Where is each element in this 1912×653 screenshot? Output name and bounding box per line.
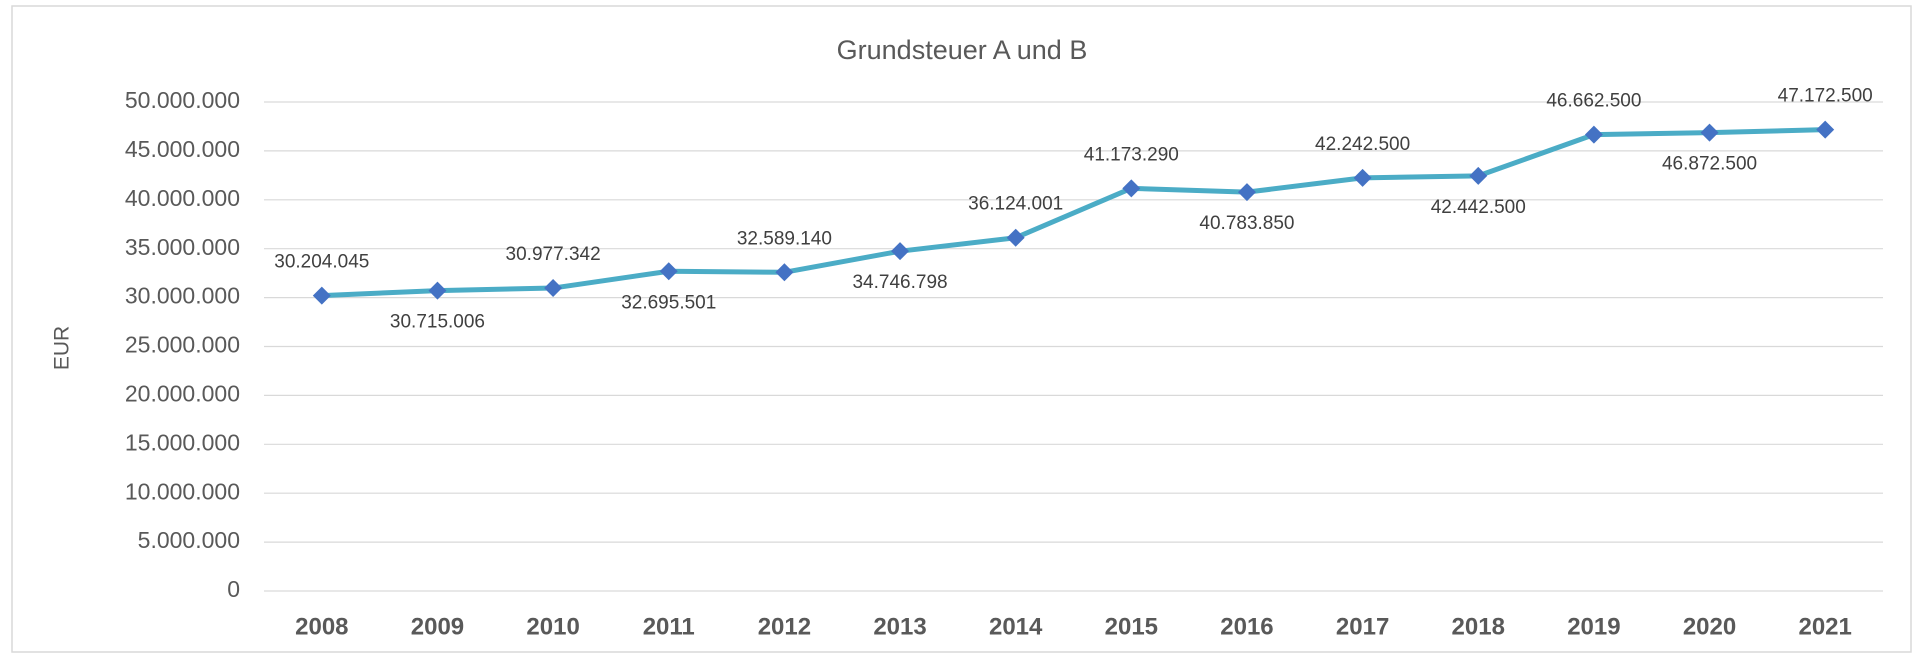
marker (544, 279, 563, 298)
y-tick-label: 0 (227, 576, 240, 602)
y-tick-label: 45.000.000 (125, 136, 240, 162)
marker (1584, 125, 1603, 144)
data-label: 47.172.500 (1778, 86, 1873, 107)
x-tick-label: 2021 (1798, 613, 1851, 640)
x-tick-label: 2020 (1683, 613, 1736, 640)
marker (1122, 179, 1141, 198)
y-tick-label: 40.000.000 (125, 185, 240, 211)
x-tick-label: 2010 (526, 613, 579, 640)
x-tick-label: 2009 (411, 613, 464, 640)
marker (891, 242, 910, 261)
y-tick-label: 15.000.000 (125, 429, 240, 455)
marker (1006, 228, 1025, 247)
y-tick-label: 20.000.000 (125, 380, 240, 406)
chart-frame (11, 5, 1912, 653)
data-label: 42.242.500 (1315, 134, 1410, 155)
data-label: 46.662.500 (1546, 91, 1641, 112)
y-tick-label: 35.000.000 (125, 234, 240, 260)
data-label: 34.746.798 (852, 272, 947, 293)
data-label: 32.589.140 (737, 228, 832, 249)
y-tick-label: 30.000.000 (125, 283, 240, 309)
x-tick-label: 2014 (989, 613, 1043, 640)
marker (1469, 166, 1488, 185)
x-tick-label: 2011 (643, 613, 695, 640)
y-axis-label: EUR (51, 326, 74, 370)
x-tick-label: 2015 (1105, 613, 1158, 640)
x-tick-label: 2008 (295, 613, 348, 640)
y-tick-label: 50.000.000 (125, 87, 240, 113)
marker (1816, 120, 1835, 139)
data-label: 30.715.006 (390, 312, 485, 333)
line (321, 127, 1826, 299)
y-tick-label: 10.000.000 (125, 478, 240, 504)
x-tick-label: 2012 (758, 613, 811, 640)
data-label: 32.695.501 (621, 292, 716, 313)
y-tick-label: 5.000.000 (138, 527, 240, 553)
data-label: 41.173.290 (1084, 144, 1179, 165)
x-tick-label: 2017 (1336, 613, 1389, 640)
marker (1700, 123, 1719, 142)
marker (428, 281, 447, 300)
y-tick-label: 25.000.000 (125, 332, 240, 358)
marker (312, 286, 331, 305)
data-label: 42.442.500 (1431, 197, 1526, 218)
marker (659, 262, 678, 281)
x-tick-label: 2019 (1567, 613, 1620, 640)
marker (1353, 168, 1372, 187)
data-label: 36.124.001 (968, 194, 1063, 215)
x-tick-label: 2016 (1220, 613, 1273, 640)
data-label: 30.204.045 (274, 252, 369, 273)
data-label: 40.783.850 (1199, 213, 1294, 234)
marker (775, 263, 794, 282)
chart-title: Grundsteuer A und B (837, 35, 1088, 65)
data-label: 30.977.342 (506, 244, 601, 265)
x-tick-label: 2013 (873, 613, 926, 640)
x-tick-label: 2018 (1452, 613, 1505, 640)
marker (1237, 183, 1256, 202)
data-label: 46.872.500 (1662, 154, 1757, 175)
